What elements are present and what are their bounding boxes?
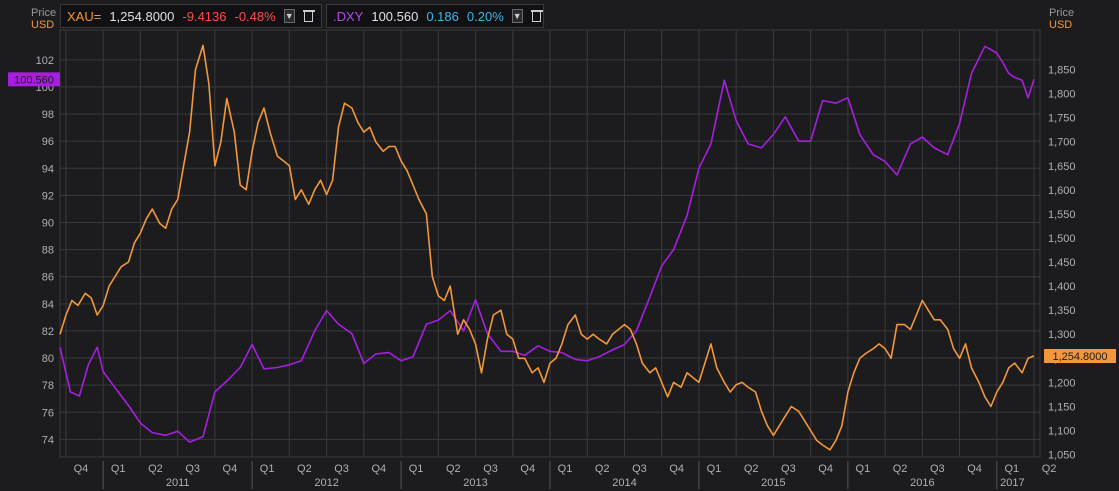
left-tick-label: 74 bbox=[42, 434, 54, 446]
x-tick-label: Q2 bbox=[148, 463, 163, 475]
year-label: 2015 bbox=[761, 477, 785, 489]
x-tick-label: Q3 bbox=[483, 463, 498, 475]
trash-icon[interactable] bbox=[302, 9, 316, 23]
x-tick-label: Q1 bbox=[1004, 463, 1019, 475]
series-line-gold bbox=[59, 44, 1035, 451]
right-axis-price-label: Price bbox=[1049, 7, 1075, 19]
left-tick-label: 98 bbox=[42, 109, 54, 121]
year-label: 2013 bbox=[463, 477, 487, 489]
right-tick-label: 1,750 bbox=[1048, 113, 1076, 125]
year-label: 2014 bbox=[612, 477, 636, 489]
year-label: 2012 bbox=[314, 477, 338, 489]
x-tick-label: Q4 bbox=[520, 463, 535, 475]
right-tick-label: 1,800 bbox=[1048, 89, 1076, 101]
legend-gold-last: 1,254.8000 bbox=[109, 8, 175, 24]
x-tick-label: Q4 bbox=[371, 463, 386, 475]
chevron-down-icon[interactable]: ▼ bbox=[511, 9, 523, 23]
legend-gold-change: -9.4136 bbox=[182, 8, 227, 24]
left-tick-label: 82 bbox=[42, 326, 54, 338]
left-tick-label: 86 bbox=[42, 272, 54, 284]
x-tick-label: Q4 bbox=[74, 463, 89, 475]
x-tick-label: Q3 bbox=[781, 463, 796, 475]
right-tick-label: 1,450 bbox=[1048, 257, 1076, 269]
right-axis-header: Price USD bbox=[1049, 7, 1074, 31]
legend-dxy[interactable]: .DXY 100.560 0.186 0.20% ▼ bbox=[326, 4, 544, 28]
right-tick-label: 1,050 bbox=[1048, 450, 1076, 462]
x-tick-label: Q2 bbox=[595, 463, 610, 475]
x-tick-label: Q3 bbox=[632, 463, 647, 475]
legend-gold-ric: XAU= bbox=[67, 8, 102, 24]
right-axis-currency-label: USD bbox=[1049, 19, 1073, 31]
left-tick-label: 88 bbox=[42, 245, 54, 257]
right-tick-label: 1,150 bbox=[1048, 401, 1076, 413]
year-label: 2011 bbox=[166, 477, 190, 489]
right-tick-label: 1,350 bbox=[1048, 305, 1076, 317]
left-tick-label: 80 bbox=[42, 353, 54, 365]
left-axis-header: Price USD bbox=[31, 7, 56, 31]
right-tick-label: 1,300 bbox=[1048, 329, 1076, 341]
right-tick-label: 1,850 bbox=[1048, 64, 1076, 76]
year-label: 2016 bbox=[910, 477, 934, 489]
x-tick-label: Q3 bbox=[930, 463, 945, 475]
x-tick-label: Q4 bbox=[669, 463, 684, 475]
chevron-down-icon[interactable]: ▼ bbox=[283, 9, 295, 23]
right-tick-label: 1,200 bbox=[1048, 377, 1076, 389]
right-tick-label: 1,100 bbox=[1048, 426, 1076, 438]
x-tick-label: Q1 bbox=[409, 463, 424, 475]
legend-gold[interactable]: XAU= 1,254.8000 -9.4136 -0.48% ▼ bbox=[60, 4, 322, 28]
x-tick-label: Q1 bbox=[856, 463, 871, 475]
left-tick-label: 94 bbox=[42, 163, 54, 175]
dxy-last-value-tag bbox=[8, 72, 60, 87]
year-label: 2017 bbox=[1000, 477, 1024, 489]
gold-last-value-tag bbox=[1044, 349, 1116, 364]
right-tick-label: 1,600 bbox=[1048, 185, 1076, 197]
legend-dxy-ric: .DXY bbox=[333, 8, 364, 24]
left-tick-label: 78 bbox=[42, 380, 54, 392]
right-tick-label: 1,500 bbox=[1048, 233, 1076, 245]
x-tick-label: Q3 bbox=[334, 463, 349, 475]
left-tick-label: 76 bbox=[42, 407, 54, 419]
right-tick-label: 1,700 bbox=[1048, 137, 1076, 149]
x-tick-label: Q2 bbox=[744, 463, 759, 475]
x-tick-label: Q1 bbox=[707, 463, 722, 475]
x-tick-label: Q1 bbox=[558, 463, 573, 475]
right-tick-label: 1,400 bbox=[1048, 281, 1076, 293]
left-tick-label: 96 bbox=[42, 136, 54, 148]
x-tick-label: Q2 bbox=[893, 463, 908, 475]
right-tick-label: 1,650 bbox=[1048, 161, 1076, 173]
x-tick-label: Q1 bbox=[111, 463, 126, 475]
right-tick-label: 1,550 bbox=[1048, 209, 1076, 221]
x-tick-label: Q4 bbox=[223, 463, 238, 475]
legend-gold-pct: -0.48% bbox=[234, 8, 276, 24]
x-tick-label: Q2 bbox=[1042, 463, 1057, 475]
legend-dxy-last: 100.560 bbox=[371, 8, 419, 24]
left-tick-label: 84 bbox=[42, 299, 54, 311]
dxy-last-value-label: 100.560 bbox=[14, 74, 54, 86]
legend-dxy-pct: 0.20% bbox=[466, 8, 504, 24]
left-axis-price-label: Price bbox=[31, 7, 57, 19]
series-line-dxy bbox=[59, 45, 1035, 443]
x-tick-label: Q4 bbox=[818, 463, 833, 475]
x-tick-label: Q2 bbox=[446, 463, 461, 475]
x-tick-label: Q1 bbox=[260, 463, 275, 475]
x-tick-label: Q2 bbox=[297, 463, 312, 475]
left-tick-label: 90 bbox=[42, 217, 54, 229]
gold-last-value-label: 1,254.8000 bbox=[1052, 351, 1107, 363]
x-tick-label: Q3 bbox=[185, 463, 200, 475]
left-tick-label: 92 bbox=[42, 190, 54, 202]
left-axis-currency-label: USD bbox=[31, 19, 55, 31]
x-tick-label: Q4 bbox=[967, 463, 982, 475]
left-tick-label: 102 bbox=[36, 55, 54, 67]
legend-dxy-change: 0.186 bbox=[426, 8, 459, 24]
